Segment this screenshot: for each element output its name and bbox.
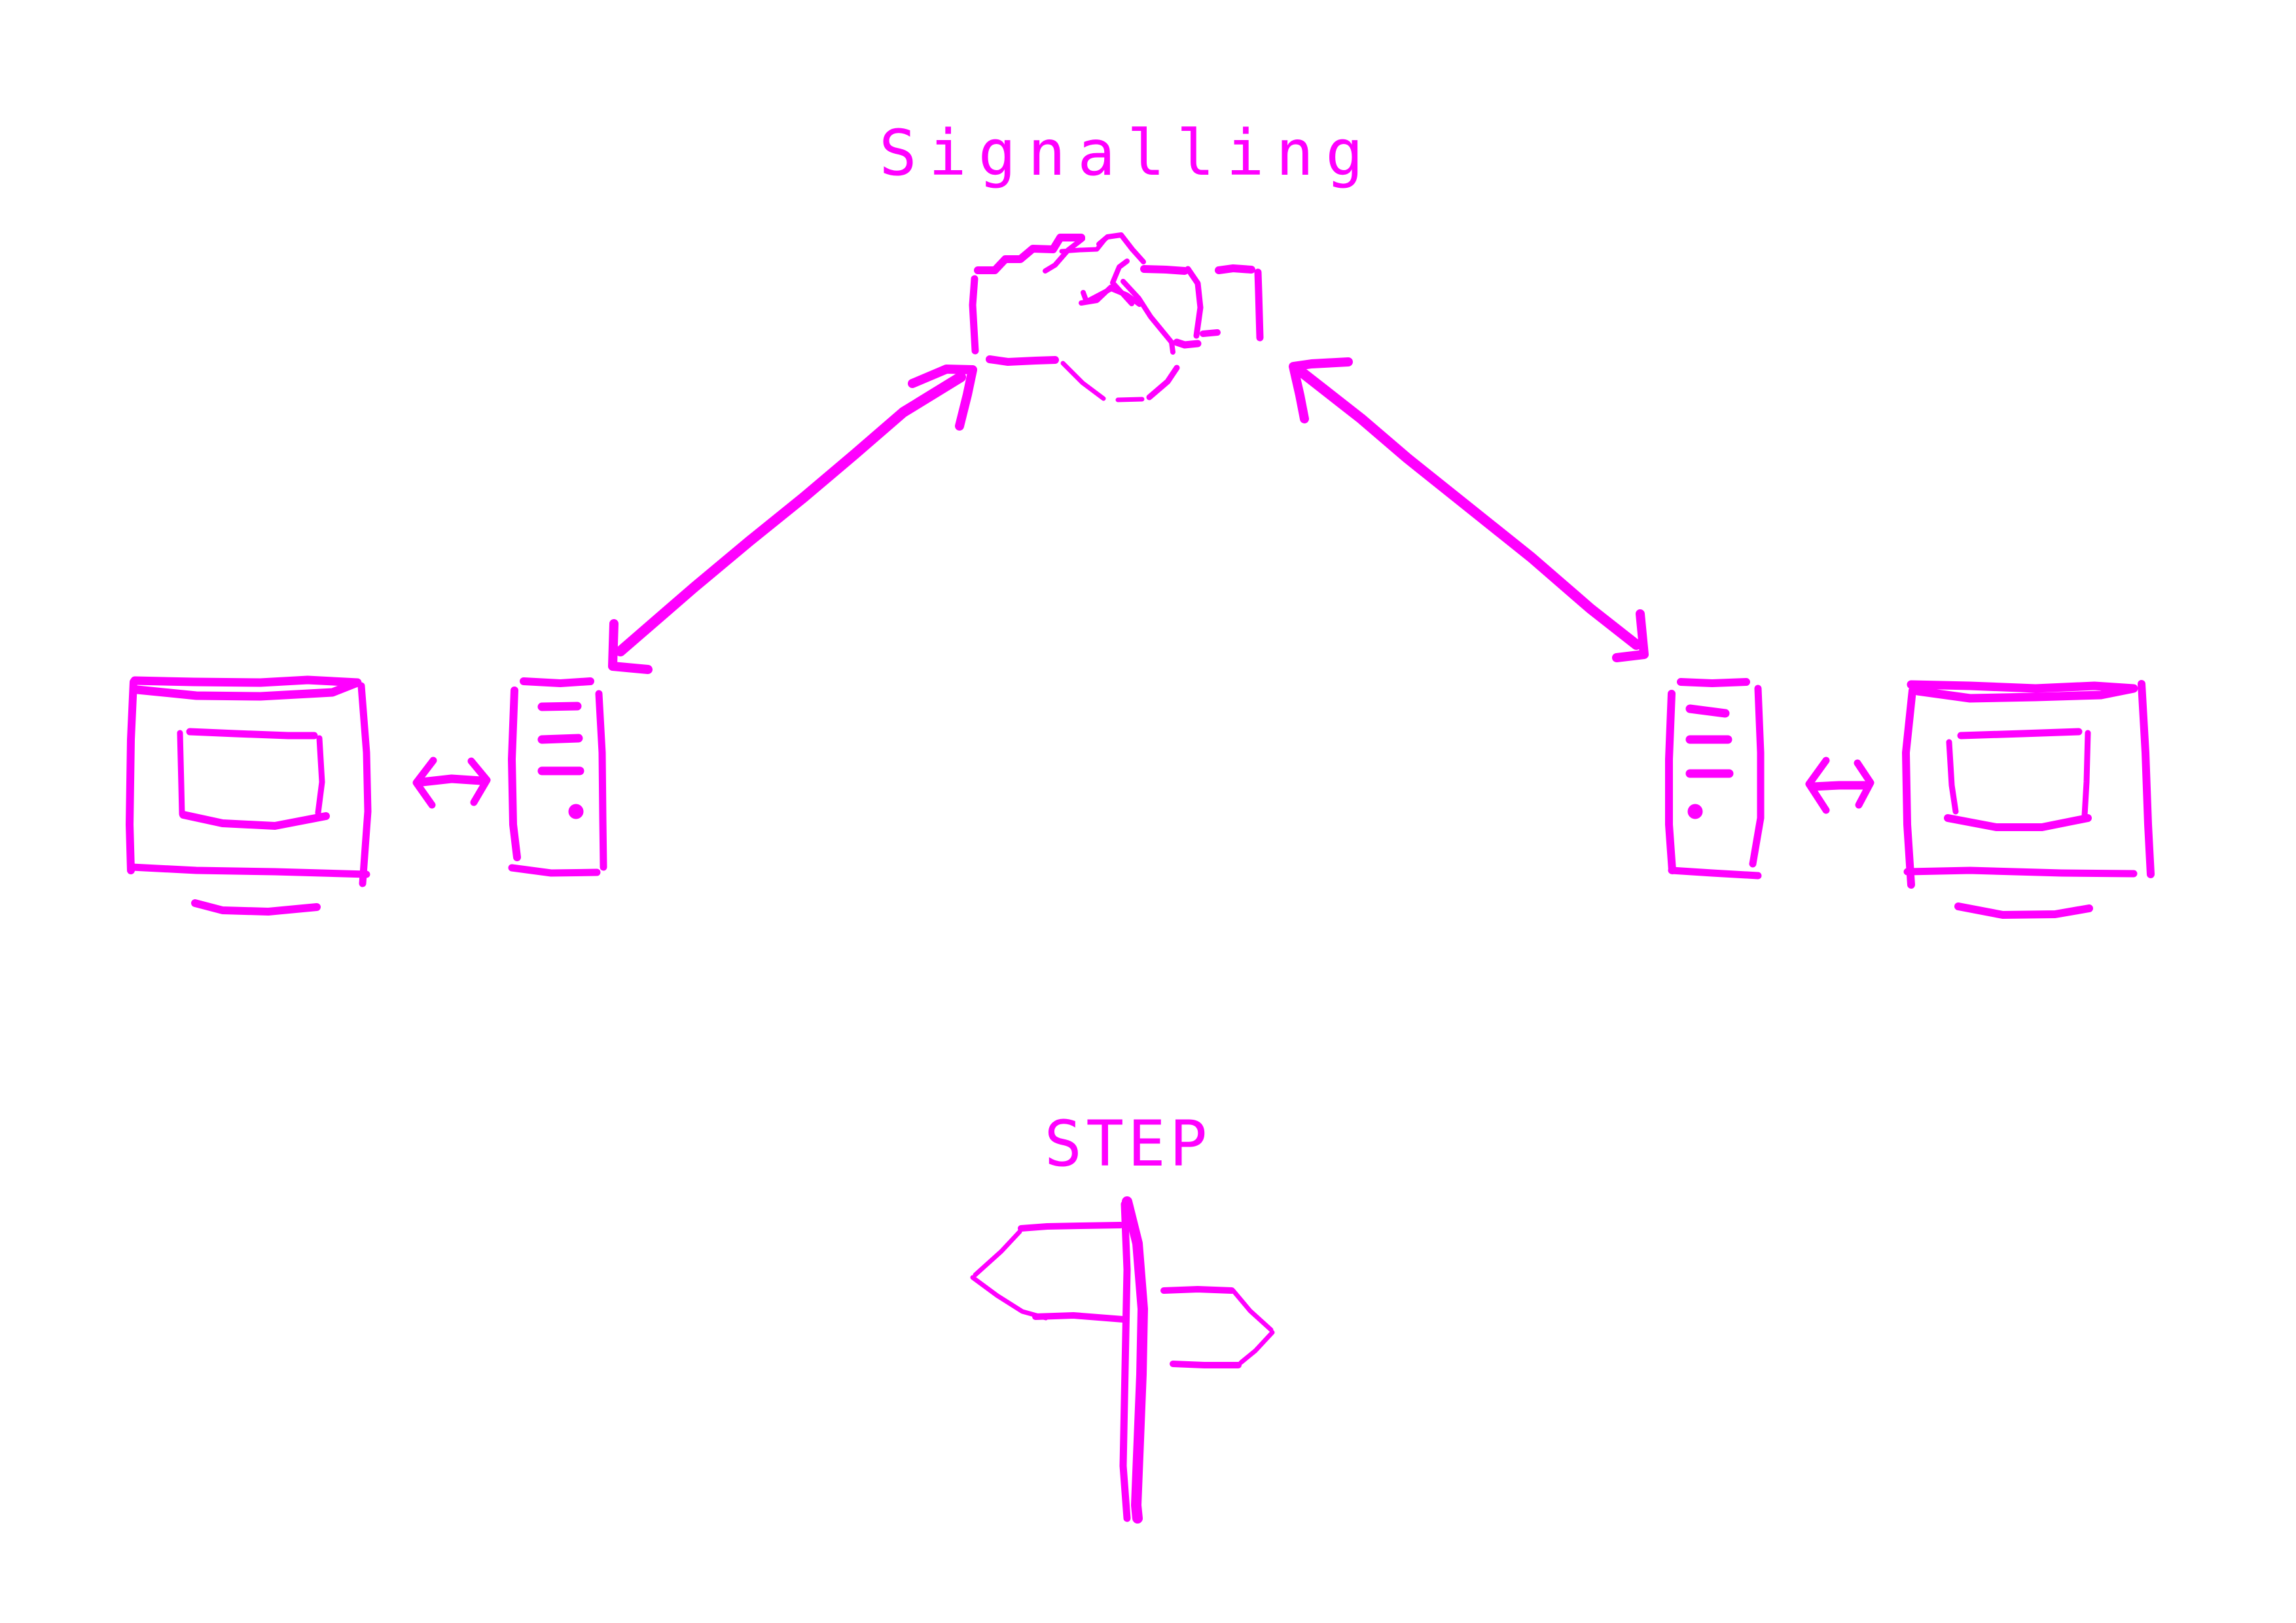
cloud-network-icon <box>969 232 1264 402</box>
bidirectional-arrow-right-server-monitor <box>1805 757 1874 814</box>
signalling-label: Signalling <box>879 116 1375 190</box>
left-server-power-dot <box>568 804 584 819</box>
right-server-power-dot <box>1687 804 1703 819</box>
bidirectional-arrow-cloud-right <box>1289 357 1649 662</box>
bidirectional-arrow-left-monitor-server <box>412 757 491 809</box>
step-label: STEP <box>1044 1107 1211 1181</box>
signpost-icon <box>970 1196 1275 1524</box>
left-monitor-icon <box>126 675 372 916</box>
bidirectional-arrow-left-cloud <box>608 365 977 674</box>
left-server-icon <box>508 677 607 877</box>
right-monitor-icon <box>1902 680 2155 919</box>
right-server-icon <box>1665 678 1765 880</box>
